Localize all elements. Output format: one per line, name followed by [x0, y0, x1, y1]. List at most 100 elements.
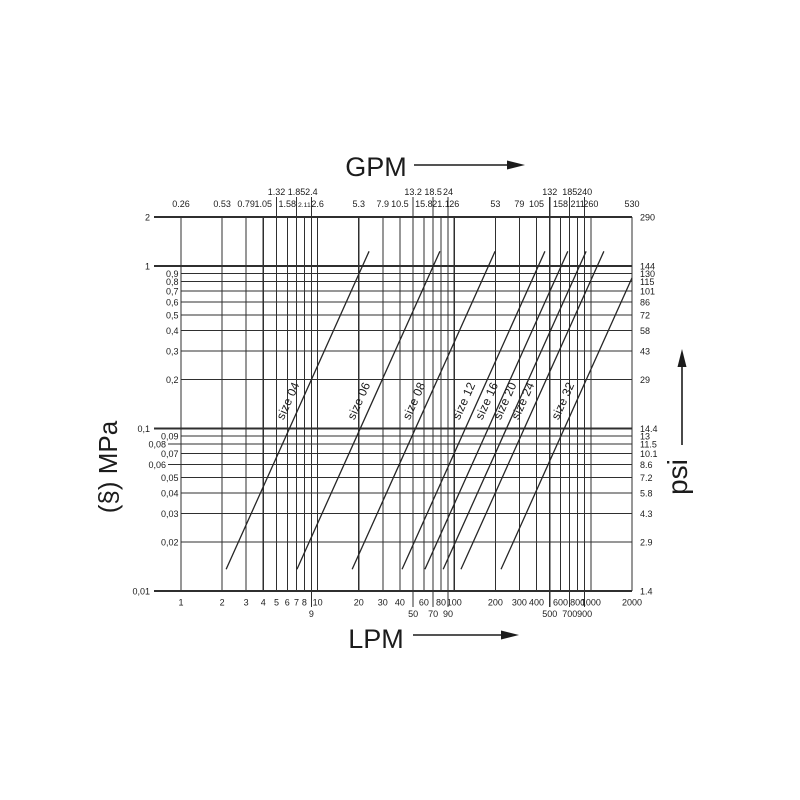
gpm-tick-label: 185	[562, 187, 577, 197]
lpm-tick-label: 300	[512, 598, 527, 608]
gpm-tick-label: 26	[449, 199, 459, 209]
lpm-tick-label: 90	[443, 609, 453, 619]
curve-size-08	[351, 251, 496, 570]
psi-tick-label: 144	[640, 261, 655, 271]
mpa-tick-label: 0,5	[166, 310, 179, 320]
lpm-right-arrow-icon	[413, 630, 519, 640]
curve-size-20	[442, 251, 587, 570]
curve-size-12	[401, 251, 546, 570]
gpm-tick-label: 1.32	[268, 187, 286, 197]
psi-tick-label: 290	[640, 213, 655, 223]
gpm-tick-label: 15.8	[415, 199, 433, 209]
lpm-tick-label: 8	[302, 598, 307, 608]
lpm-tick-label: 80	[436, 598, 446, 608]
lpm-tick-label: 10	[313, 598, 323, 608]
lpm-tick-label: 7	[294, 598, 299, 608]
lpm-tick-label: 1000	[581, 598, 601, 608]
gpm-tick-label: 240	[577, 187, 592, 197]
mpa-tick-label: 0,08	[148, 440, 166, 450]
psi-tick-label: 8.6	[640, 460, 653, 470]
lpm-tick-label: 900	[577, 609, 592, 619]
mpa-tick-label: 0,9	[166, 269, 179, 279]
psi-tick-label: 2.9	[640, 538, 653, 548]
psi-tick-label: 13	[640, 431, 650, 441]
lpm-tick-label: 50	[408, 609, 418, 619]
lpm-tick-label: 70	[428, 609, 438, 619]
vertical-gridlines	[180, 197, 633, 607]
mpa-tick-label: 0,06	[148, 460, 166, 470]
psi-tick-label: 86	[640, 297, 650, 307]
mpa-tick-label: 0,7	[166, 287, 179, 297]
psi-tick-label: 58	[640, 326, 650, 336]
gpm-tick-label: 2.6	[311, 199, 324, 209]
gpm-tick-label: 2.4	[305, 187, 318, 197]
psi-tick-label: 130	[640, 269, 655, 279]
size-curves	[225, 251, 633, 570]
lpm-tick-label: 100	[447, 598, 462, 608]
lpm-tick-label: 2	[220, 598, 225, 608]
curve-size-32	[500, 277, 633, 570]
gpm-tick-label: 105	[529, 199, 544, 209]
mpa-tick-label: 0,07	[161, 449, 179, 459]
lpm-tick-label: 40	[395, 598, 405, 608]
psi-axis-title: psi	[662, 459, 693, 495]
lpm-tick-label: 400	[529, 598, 544, 608]
lpm-tick-label: 9	[309, 609, 314, 619]
mpa-tick-label: 0,04	[161, 489, 179, 499]
curve-size-16	[424, 251, 569, 570]
mpa-tick-label: 1	[145, 261, 150, 271]
mpa-tick-labels: 210,90,80,70,60,50,40,30,20,10,090,080,0…	[132, 213, 178, 597]
gpm-tick-label: 1.05	[254, 199, 272, 209]
lpm-tick-label: 5	[274, 598, 279, 608]
psi-tick-label: 5.8	[640, 489, 653, 499]
gpm-tick-label: 10.5	[391, 199, 409, 209]
lpm-tick-label: 3	[244, 598, 249, 608]
gpm-tick-label: 79	[514, 199, 524, 209]
mpa-tick-label: 0,02	[161, 538, 179, 548]
mpa-tick-label: 0,09	[161, 431, 179, 441]
curve-size-24	[460, 251, 605, 570]
gpm-tick-label: 13.2	[404, 187, 422, 197]
gpm-right-arrow-icon	[414, 160, 525, 170]
mpa-tick-label: 0,6	[166, 297, 179, 307]
psi-tick-label: 101	[640, 287, 655, 297]
mpa-tick-label: 0,1	[137, 424, 150, 434]
mpa-tick-label: 2	[145, 213, 150, 223]
lpm-tick-label: 6	[285, 598, 290, 608]
psi-tick-label: 29	[640, 375, 650, 385]
mpa-tick-label: 0,8	[166, 277, 179, 287]
psi-tick-label: 43	[640, 346, 650, 356]
curve-label-size-04: size 04	[274, 380, 303, 422]
lpm-tick-label: 4	[261, 598, 266, 608]
gpm-tick-label: 2.11	[298, 202, 311, 209]
gpm-tick-label: 24	[443, 187, 453, 197]
lpm-axis-title: LPM	[348, 624, 404, 654]
lpm-tick-label: 800	[570, 598, 585, 608]
gpm-axis-title: GPM	[345, 152, 407, 182]
lpm-tick-label: 500	[542, 609, 557, 619]
gpm-tick-label: 260	[583, 199, 598, 209]
psi-tick-label: 1.4	[640, 587, 653, 597]
mpa-tick-label: 0,4	[166, 326, 179, 336]
mpa-tick-label: 0,03	[161, 509, 179, 519]
gpm-tick-label: 132	[542, 187, 557, 197]
gpm-tick-label: 0.79	[237, 199, 255, 209]
gpm-tick-labels: 0.26 0.53 0.79 1.05 1.32 1.58 1.85 2.11 2.4 2.6 5.…	[172, 187, 639, 209]
curve-size-06	[296, 251, 441, 570]
lpm-tick-label: 600	[553, 598, 568, 608]
gpm-tick-label: 5.3	[352, 199, 365, 209]
gpm-tick-label: 53	[490, 199, 500, 209]
gpm-tick-label: 1.58	[279, 199, 297, 209]
gpm-tick-label: 21.1	[432, 199, 450, 209]
lpm-tick-label: 200	[488, 598, 503, 608]
gpm-tick-label: 7.9	[377, 199, 390, 209]
psi-tick-label: 72	[640, 310, 650, 320]
psi-tick-label: 14.4	[640, 424, 658, 434]
gpm-tick-label: 0.53	[213, 199, 231, 209]
mpa-tick-label: 0,3	[166, 346, 179, 356]
lpm-tick-label: 700	[562, 609, 577, 619]
